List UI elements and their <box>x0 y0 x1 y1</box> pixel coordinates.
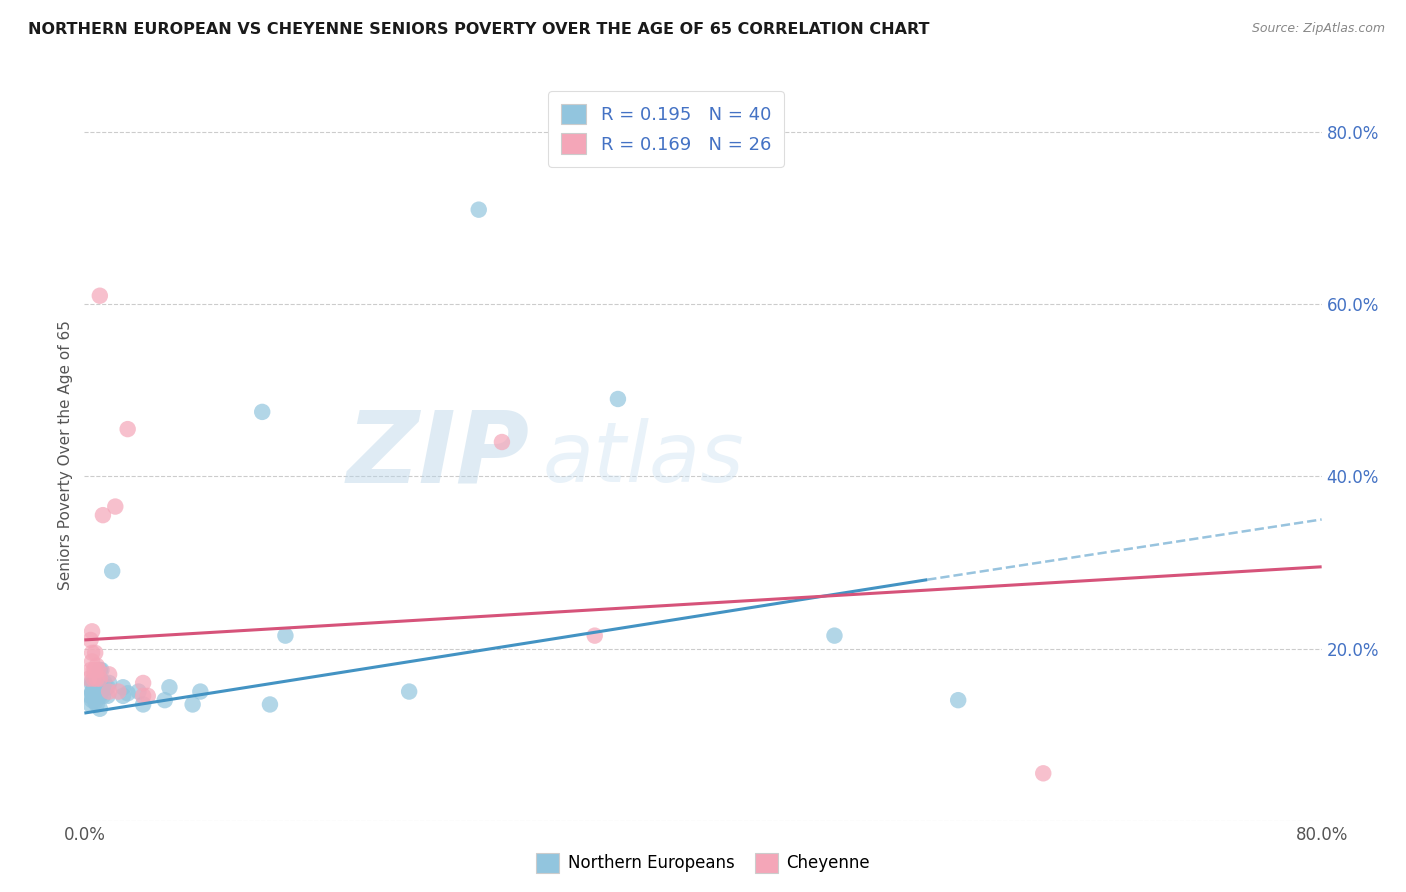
Text: ZIP: ZIP <box>347 407 530 503</box>
Point <box>98 667 121 681</box>
Point <box>82 655 104 669</box>
Point <box>79 663 101 677</box>
Point <box>97 680 120 694</box>
Point <box>82 686 104 700</box>
Point <box>112 689 135 703</box>
Y-axis label: Seniors Poverty Over the Age of 65: Seniors Poverty Over the Age of 65 <box>58 320 73 590</box>
Point <box>82 646 104 660</box>
Point <box>89 702 111 716</box>
Point <box>87 682 110 697</box>
Legend: Northern Europeans, Cheyenne: Northern Europeans, Cheyenne <box>530 847 876 880</box>
Point <box>82 693 104 707</box>
Point <box>79 689 101 703</box>
Point <box>84 691 107 706</box>
Point <box>188 684 212 698</box>
Point <box>112 680 135 694</box>
Point <box>128 684 150 698</box>
Point <box>607 392 630 406</box>
Point <box>79 632 101 647</box>
Point <box>87 663 110 677</box>
Point <box>252 405 274 419</box>
Point <box>84 686 107 700</box>
Point <box>159 680 181 694</box>
Point <box>84 663 107 677</box>
Point <box>824 629 846 643</box>
Point <box>83 682 105 697</box>
Point <box>468 202 491 217</box>
Point <box>1032 766 1054 780</box>
Point <box>398 684 420 698</box>
Point <box>82 674 104 689</box>
Point <box>583 629 606 643</box>
Point <box>948 693 970 707</box>
Point <box>82 684 104 698</box>
Point <box>89 689 111 703</box>
Point <box>82 624 104 639</box>
Point <box>83 676 105 690</box>
Text: Source: ZipAtlas.com: Source: ZipAtlas.com <box>1251 22 1385 36</box>
Point <box>107 684 129 698</box>
Point <box>86 658 108 673</box>
Point <box>89 672 111 686</box>
Point <box>83 672 105 686</box>
Point <box>82 678 104 692</box>
Point <box>87 676 110 690</box>
Point <box>132 698 155 712</box>
Point <box>84 646 107 660</box>
Point <box>86 689 108 703</box>
Point <box>77 672 100 686</box>
Point <box>101 564 124 578</box>
Point <box>86 678 108 692</box>
Point <box>97 689 120 703</box>
Point <box>132 689 155 703</box>
Point <box>90 663 112 677</box>
Point <box>491 435 513 450</box>
Point <box>89 289 111 303</box>
Point <box>91 680 114 694</box>
Point <box>84 695 107 709</box>
Point <box>98 684 121 698</box>
Text: NORTHERN EUROPEAN VS CHEYENNE SENIORS POVERTY OVER THE AGE OF 65 CORRELATION CHA: NORTHERN EUROPEAN VS CHEYENNE SENIORS PO… <box>28 22 929 37</box>
Point <box>79 698 101 712</box>
Point <box>91 508 114 523</box>
Point <box>274 629 297 643</box>
Point <box>86 684 108 698</box>
Point <box>83 689 105 703</box>
Point <box>117 422 139 436</box>
Point <box>84 680 107 694</box>
Point <box>86 672 108 686</box>
Point <box>132 676 155 690</box>
Point <box>259 698 281 712</box>
Point <box>104 500 127 514</box>
Point <box>87 689 110 703</box>
Point <box>136 689 159 703</box>
Point <box>93 676 115 690</box>
Point <box>89 663 111 677</box>
Point <box>91 689 114 703</box>
Point <box>86 698 108 712</box>
Legend: R = 0.195   N = 40, R = 0.169   N = 26: R = 0.195 N = 40, R = 0.169 N = 26 <box>548 91 783 167</box>
Text: atlas: atlas <box>543 418 744 500</box>
Point <box>98 676 121 690</box>
Point <box>117 686 139 700</box>
Point <box>83 663 105 677</box>
Point <box>181 698 204 712</box>
Point <box>153 693 176 707</box>
Point <box>90 684 112 698</box>
